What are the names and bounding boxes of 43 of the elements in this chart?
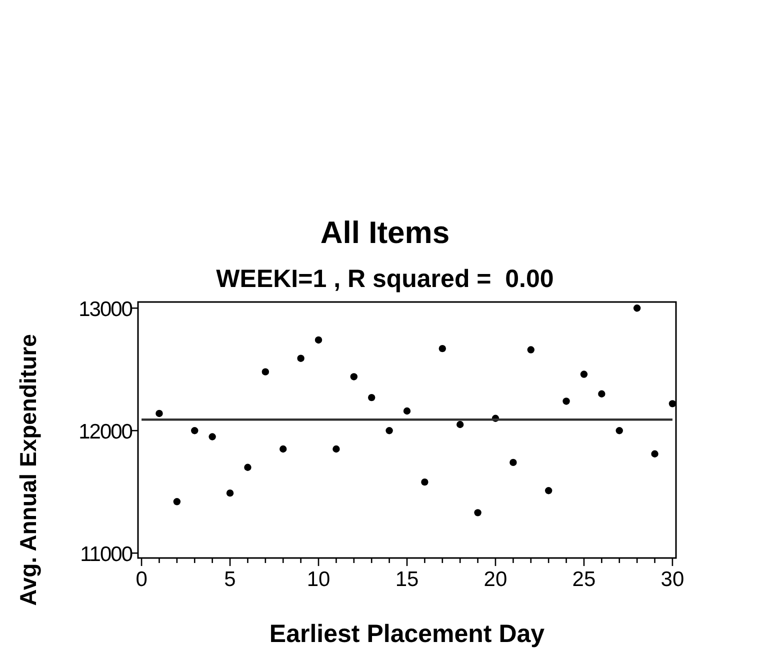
point — [456, 420, 464, 428]
x-tick-label: 20 — [484, 568, 508, 591]
point — [598, 390, 606, 398]
chart-subtitle: WEEKI=1 , R squared = 0.00 — [216, 265, 554, 293]
point — [633, 304, 641, 312]
point — [527, 346, 534, 354]
point — [280, 445, 287, 453]
point — [173, 498, 181, 506]
point — [544, 487, 552, 494]
point — [403, 407, 411, 415]
point — [350, 373, 358, 380]
y-tick-label: 13000 — [78, 298, 132, 322]
point — [421, 478, 428, 486]
point — [191, 427, 198, 434]
point — [651, 450, 658, 458]
x-axis-title: Earliest Placement Day — [269, 620, 545, 648]
point — [314, 336, 322, 344]
x-tick-label: 15 — [395, 568, 419, 591]
point — [562, 398, 570, 405]
point — [668, 400, 676, 408]
point — [474, 509, 482, 516]
y-tick-label: 11000 — [80, 543, 132, 566]
point — [297, 354, 304, 362]
point — [580, 370, 588, 378]
point — [226, 489, 234, 497]
point — [262, 368, 270, 376]
point — [438, 344, 446, 352]
y-axis-title: Avg. Annual Expenditure — [15, 334, 41, 606]
point — [208, 433, 216, 440]
x-tick-label: 5 — [224, 568, 236, 591]
x-tick-label: 30 — [660, 568, 684, 591]
point — [386, 427, 393, 434]
x-tick-label: 10 — [306, 568, 330, 591]
point — [616, 427, 623, 434]
point — [510, 458, 517, 466]
x-tick-label: 0 — [136, 568, 148, 591]
point — [156, 410, 163, 418]
y-tick-label: 12000 — [78, 420, 132, 444]
point — [368, 394, 376, 402]
point — [332, 445, 340, 453]
x-tick-label: 25 — [572, 568, 596, 591]
point — [244, 464, 252, 471]
chart-title: All Items — [320, 215, 450, 250]
